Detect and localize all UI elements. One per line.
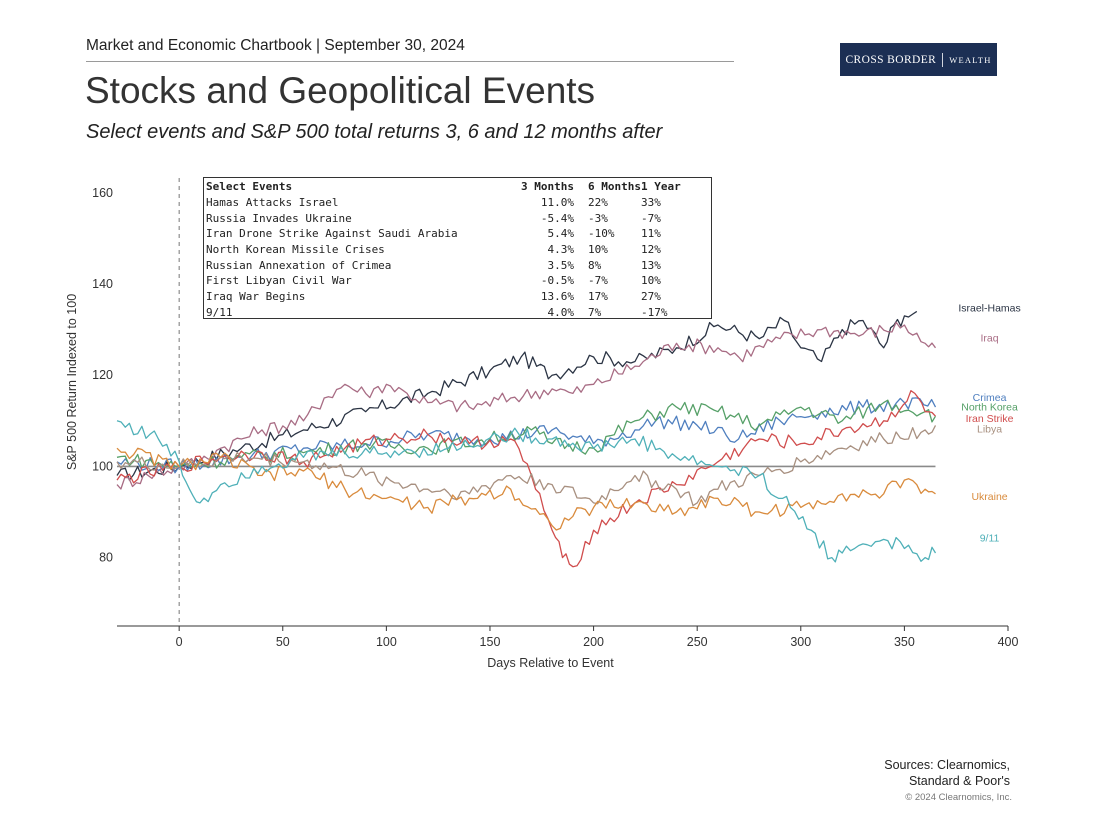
table-header-cell: Select Events [206, 180, 293, 194]
series-line-israel-hamas [116, 310, 918, 481]
series-label: Crimea [973, 392, 1007, 404]
table-cell: First Libyan Civil War [206, 274, 352, 288]
table-cell: 7% [588, 305, 602, 319]
y-tick-label: 80 [99, 551, 113, 565]
source-line: Sources: Clearnomics, [884, 758, 1010, 772]
table-header-cell: 1 Year [640, 180, 681, 194]
x-tick-label: 0 [176, 635, 183, 649]
logo-sub-text: WEALTH [949, 54, 992, 65]
table-cell: 11% [640, 227, 661, 241]
table-row: Iran Drone Strike Against Saudi Arabia 5.… [206, 226, 701, 242]
x-tick-label: 350 [894, 635, 915, 649]
table-row: North Korean Missile Crises 4.3% 10% 12% [206, 242, 701, 258]
table-cell: 22% [588, 196, 608, 210]
y-tick-label: 160 [92, 186, 113, 200]
table-cell: 33% [640, 196, 661, 210]
table-row: Iraq War Begins 13.6% 17% 27% [206, 289, 701, 305]
table-header-cell: 3 Months [521, 180, 574, 194]
table-cell: Iraq War Begins [206, 290, 306, 304]
series-label: Iran Strike [966, 413, 1014, 425]
events-returns-table: Select Events 3 Months 6 Months 1 Year H… [203, 177, 712, 319]
series-line-north-korea [116, 399, 937, 469]
table-cell: 10% [588, 243, 608, 257]
table-cell: -5.4% [540, 211, 574, 225]
table-cell: 4.0% [547, 305, 575, 319]
table-cell: 9/11 [206, 305, 233, 319]
table-cell: 8% [588, 258, 602, 272]
table-cell: 17% [588, 290, 608, 304]
x-axis-label: Days Relative to Event [487, 656, 614, 670]
series-line-libya [116, 425, 937, 507]
page-title: Stocks and Geopolitical Events [85, 70, 596, 111]
table-cell: -17% [640, 305, 668, 319]
brand-logo: CROSS BORDER WEALTH [840, 43, 997, 76]
y-tick-label: 120 [92, 368, 113, 382]
table-cell: 4.3% [547, 243, 575, 257]
series-label: Iraq [981, 332, 999, 344]
table-cell: North Korean Missile Crises [206, 243, 385, 257]
table-cell: Russian Annexation of Crimea [206, 258, 392, 272]
table-cell: Russia Invades Ukraine [206, 211, 352, 225]
table-cell: 12% [640, 243, 661, 257]
table-row: Hamas Attacks Israel 11.0% 22% 33% [206, 195, 701, 211]
table-row: Russian Annexation of Crimea 3.5% 8% 13% [206, 257, 701, 273]
series-label: Ukraine [971, 491, 1007, 503]
series-line-iraq [116, 321, 937, 490]
x-tick-label: 400 [998, 635, 1019, 649]
chartbook-header: Market and Economic Chartbook | Septembe… [86, 37, 465, 54]
series-line-9-11 [116, 420, 937, 563]
series-line-ukraine [116, 447, 936, 531]
table-cell: Iran Drone Strike Against Saudi Arabia [206, 227, 458, 241]
table-cell: Hamas Attacks Israel [206, 196, 339, 210]
x-tick-label: 100 [376, 635, 397, 649]
sources-note: Sources: Clearnomics, Standard & Poor's [884, 757, 1010, 789]
table-cell: 27% [640, 290, 661, 304]
table-header-row: Select Events 3 Months 6 Months 1 Year [206, 179, 701, 195]
y-axis-label: S&P 500 Return Indexed to 100 [65, 294, 79, 470]
copyright-note: © 2024 Clearnomics, Inc. [905, 792, 1012, 803]
table-cell: 3.5% [547, 258, 575, 272]
logo-divider [942, 52, 944, 67]
series-label: Libya [977, 424, 1002, 436]
page-subtitle: Select events and S&P 500 total returns … [86, 121, 663, 143]
series-label: North Korea [961, 402, 1018, 414]
x-tick-label: 150 [480, 635, 501, 649]
x-tick-label: 50 [276, 635, 290, 649]
x-tick-label: 300 [790, 635, 811, 649]
table-cell: -3% [588, 211, 608, 225]
table-cell: 13% [640, 258, 661, 272]
table-row: First Libyan Civil War -0.5% -7% 10% [206, 273, 701, 289]
table-cell: 10% [640, 274, 661, 288]
table-row: 9/11 4.0% 7% -17% [206, 305, 701, 321]
source-line: Standard & Poor's [908, 774, 1010, 788]
table-cell: 5.4% [547, 227, 575, 241]
table-header-cell: 6 Months [588, 180, 641, 194]
x-tick-label: 250 [687, 635, 708, 649]
y-tick-label: 140 [92, 277, 113, 291]
header-divider [86, 61, 734, 62]
table-row: Russia Invades Ukraine -5.4% -3% -7% [206, 210, 701, 226]
table-cell: -7% [640, 211, 661, 225]
y-tick-label: 100 [92, 459, 113, 473]
series-line-crimea [116, 397, 937, 474]
table-cell: 13.6% [540, 290, 574, 304]
table-cell: 11.0% [540, 196, 574, 210]
logo-main-text: CROSS BORDER [845, 53, 937, 66]
table-cell: -0.5% [540, 274, 574, 288]
table-cell: -10% [588, 227, 615, 241]
series-label: 9/11 [980, 533, 1000, 545]
series-label: Israel-Hamas [958, 303, 1020, 315]
x-tick-label: 200 [583, 635, 604, 649]
table-cell: -7% [588, 274, 608, 288]
